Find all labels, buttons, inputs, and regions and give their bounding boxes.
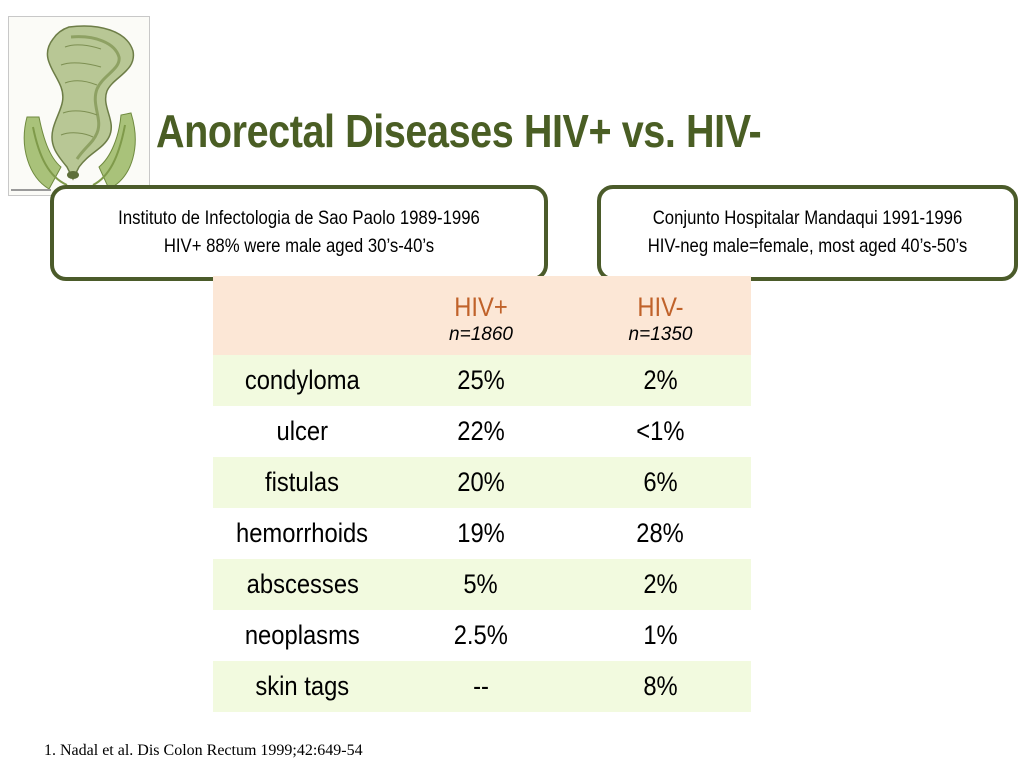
- header-hiv-positive: HIV+ n=1860: [392, 276, 570, 355]
- column-label: HIV+: [454, 291, 508, 322]
- condition-cell: condyloma: [245, 365, 360, 395]
- table-row: fistulas 20% 6%: [213, 457, 751, 508]
- table-header-row: HIV+ n=1860 HIV- n=1350: [213, 276, 751, 355]
- hiv-positive-cell: --: [473, 671, 489, 701]
- table-row: skin tags -- 8%: [213, 661, 751, 712]
- condition-cell: skin tags: [255, 671, 350, 701]
- hiv-positive-cell: 20%: [457, 467, 505, 497]
- anatomy-illustration: [8, 16, 150, 196]
- condition-cell: fistulas: [265, 467, 340, 497]
- callout-line: Instituto de Infectologia de Sao Paolo 1…: [118, 208, 480, 229]
- condition-cell: abscesses: [246, 569, 359, 599]
- hiv-negative-cell: 1%: [643, 620, 678, 650]
- comparison-table: HIV+ n=1860 HIV- n=1350 condyloma 25% 2%…: [213, 276, 751, 712]
- hiv-negative-cell: <1%: [636, 416, 685, 446]
- hiv-negative-cell: 2%: [643, 365, 678, 395]
- callout-line: HIV-neg male=female, most aged 40’s-50’s: [647, 236, 968, 257]
- header-hiv-negative: HIV- n=1350: [570, 276, 751, 355]
- column-sample-size: n=1350: [628, 323, 693, 345]
- hiv-positive-cell: 2.5%: [453, 620, 509, 650]
- hiv-negative-cell: 28%: [636, 518, 685, 548]
- condition-cell: hemorrhoids: [236, 518, 369, 548]
- table-row: hemorrhoids 19% 28%: [213, 508, 751, 559]
- callout-hiv-positive-source: Instituto de Infectologia de Sao Paolo 1…: [50, 185, 548, 281]
- callout-line: HIV+ 88% were male aged 30’s-40’s: [163, 236, 435, 257]
- table-row: condyloma 25% 2%: [213, 355, 751, 406]
- column-label: HIV-: [637, 291, 684, 322]
- table-row: ulcer 22% <1%: [213, 406, 751, 457]
- anorectal-anatomy-icon: [11, 25, 136, 191]
- hiv-negative-cell: 2%: [643, 569, 678, 599]
- slide-title: Anorectal Diseases HIV+ vs. HIV-: [156, 105, 762, 157]
- hiv-positive-cell: 25%: [457, 365, 505, 395]
- header-empty-cell: [213, 276, 392, 355]
- table-row: abscesses 5% 2%: [213, 559, 751, 610]
- hiv-negative-cell: 6%: [643, 467, 678, 497]
- hiv-positive-cell: 5%: [463, 569, 499, 599]
- citation-footnote: 1. Nadal et al. Dis Colon Rectum 1999;42…: [44, 742, 363, 759]
- condition-cell: neoplasms: [245, 620, 360, 650]
- hiv-negative-cell: 8%: [643, 671, 678, 701]
- callout-hiv-negative-source: Conjunto Hospitalar Mandaqui 1991-1996 H…: [597, 185, 1018, 281]
- hiv-positive-cell: 19%: [457, 518, 505, 548]
- hiv-positive-cell: 22%: [457, 416, 505, 446]
- table-row: neoplasms 2.5% 1%: [213, 610, 751, 661]
- condition-cell: ulcer: [276, 416, 329, 446]
- column-sample-size: n=1860: [449, 323, 513, 345]
- callout-line: Conjunto Hospitalar Mandaqui 1991-1996: [652, 208, 963, 229]
